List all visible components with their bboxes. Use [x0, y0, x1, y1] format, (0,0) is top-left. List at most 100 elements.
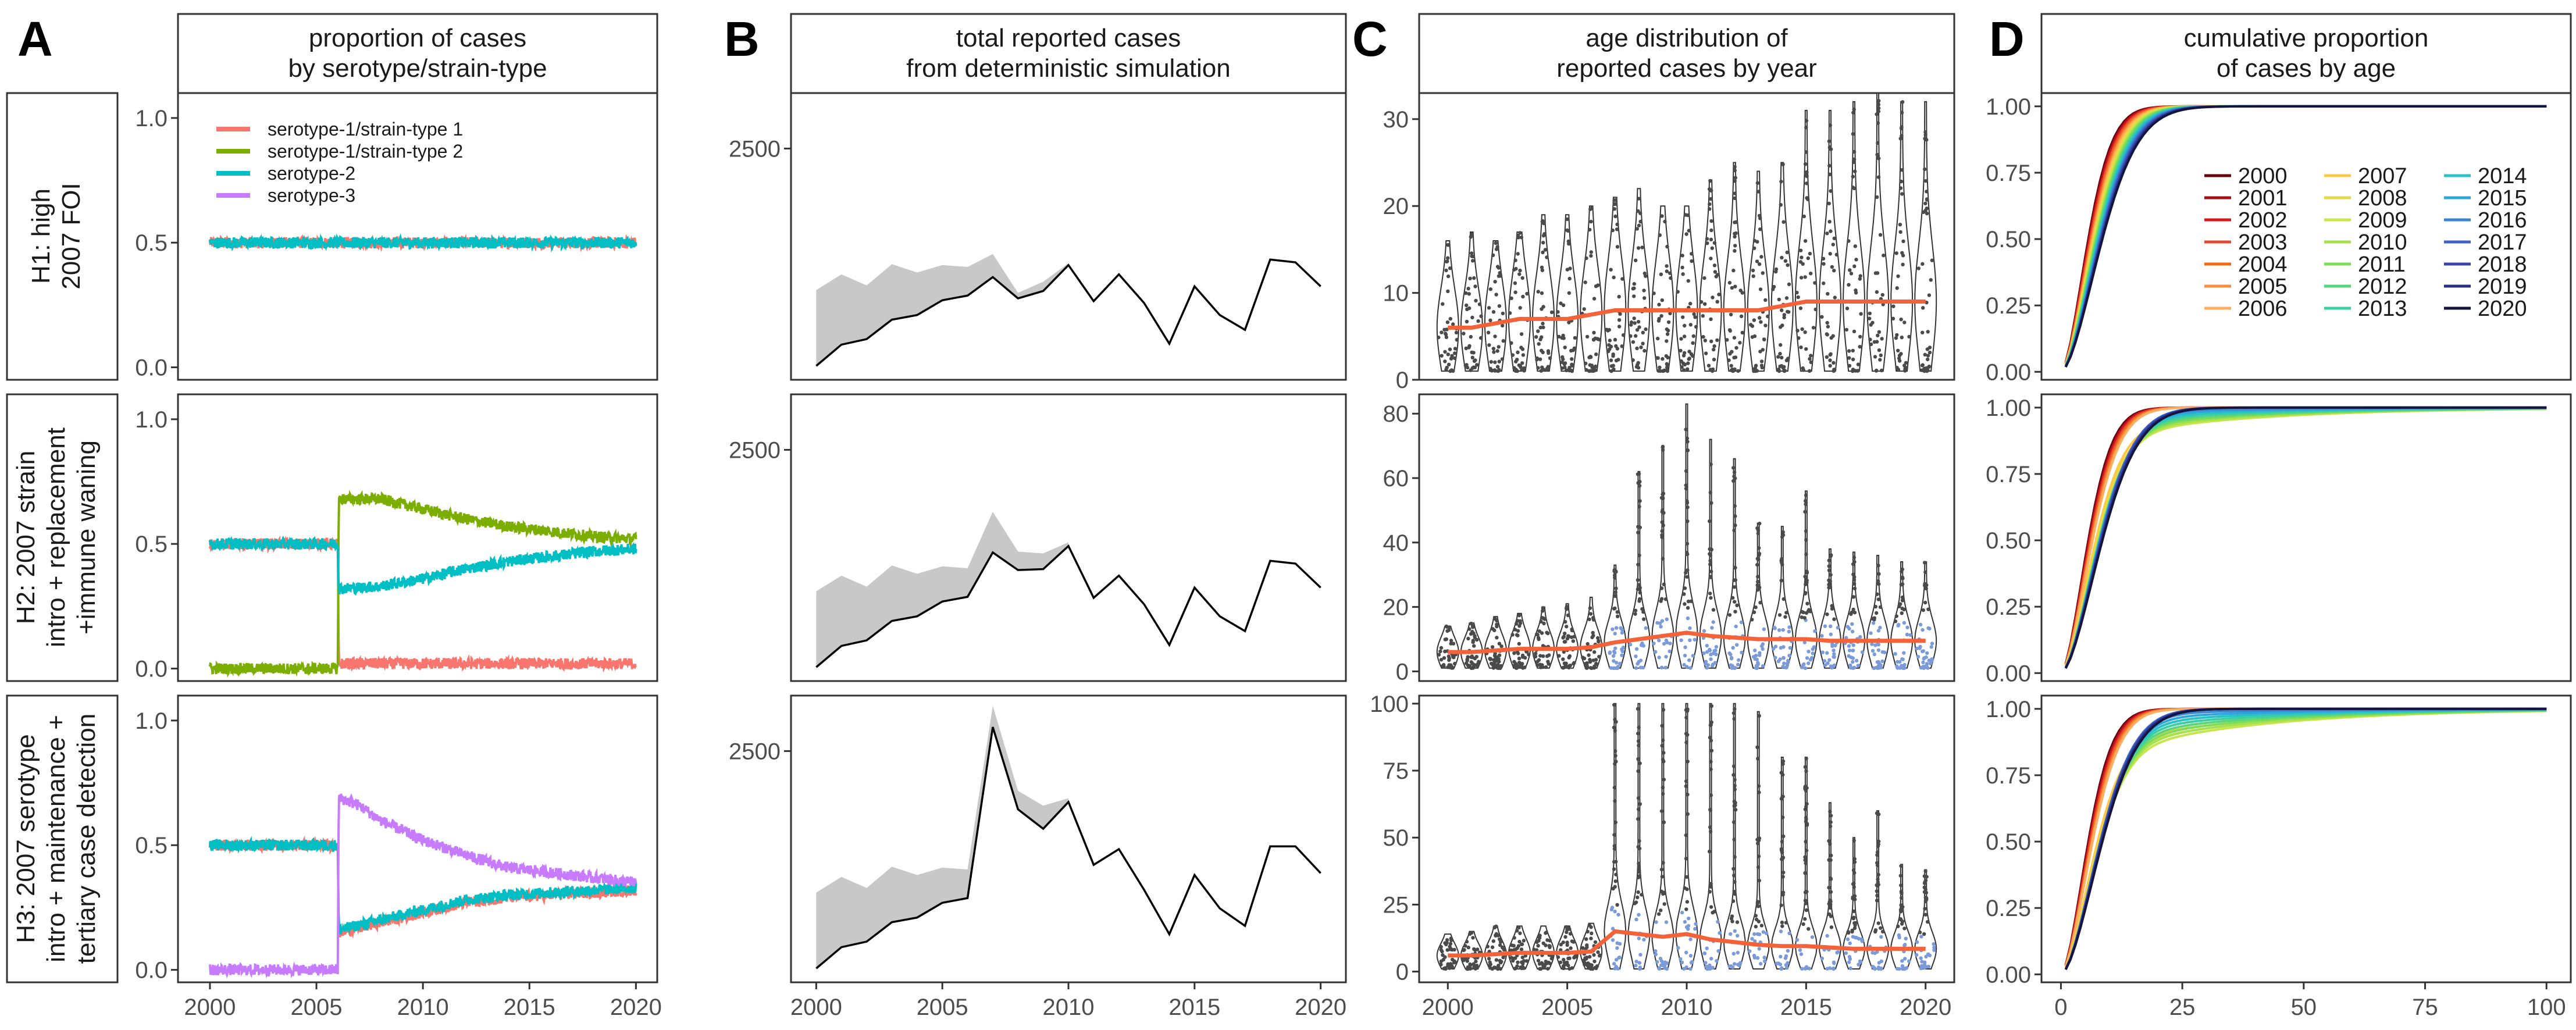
- panel-c-h3-point-2005-37: [1561, 940, 1565, 945]
- panel-c-h3-point-2008-29: [1636, 845, 1640, 849]
- panel-c-h1-point-2004-10: [1549, 310, 1554, 315]
- panel-c-h1-point-2003-26: [1521, 353, 1526, 357]
- panel-c-h1-point-2010-37: [1683, 362, 1687, 366]
- panel-c-h2-point-2020-18: [1923, 600, 1927, 605]
- panel-c-h3-point-2008-27: [1636, 817, 1640, 821]
- panel-c-h1-point-2017-7: [1859, 312, 1863, 316]
- panel-c-h2-violin-2013: [1747, 522, 1770, 669]
- panel-c-h1-point-2002-8: [1495, 349, 1499, 353]
- panel-c-h3-point-2004-19: [1537, 939, 1541, 943]
- panel-c-h3-point-2012-31: [1731, 951, 1736, 956]
- panel-c-h3-point-2012-28: [1732, 837, 1736, 842]
- panel-c-h1-point-2008-6: [1635, 227, 1639, 231]
- panel-c-h1-point-2000-16: [1453, 351, 1457, 355]
- panel-c-h1-point-2020-13: [1927, 293, 1932, 297]
- panel-c-h1-point-2019-24: [1897, 356, 1901, 361]
- panel-c-h2-point-2009-34: [1660, 529, 1664, 533]
- panel-c-h3-point-2008-13: [1634, 964, 1638, 968]
- panel-c-h2-point-2010-29: [1691, 654, 1695, 658]
- panel-c-h3-point-2020-21: [1923, 913, 1927, 917]
- panel-c-h3-point-2010-38: [1684, 857, 1688, 861]
- panel-c-h1-point-2003-12: [1525, 291, 1529, 296]
- panel-c-h1-point-2003-36: [1518, 363, 1522, 368]
- panel-c-h3-point-2020-33: [1924, 954, 1928, 959]
- panel-c-h2-point-2007-15: [1612, 607, 1616, 611]
- panel-c-h3-point-2017-39: [1854, 936, 1858, 940]
- panel-c-h3-point-2009-32: [1661, 738, 1665, 743]
- panel-c-h1-ytick-label-3: 30: [1383, 107, 1409, 133]
- panel-c-h1-point-2016-5: [1827, 163, 1832, 168]
- panel-c-h1-point-2005-15: [1567, 320, 1571, 325]
- panel-c-h2-point-2001-21: [1473, 657, 1477, 661]
- panel-c-h2-point-2008-24: [1641, 610, 1645, 614]
- panel-c-h2-point-2017-16: [1847, 626, 1851, 631]
- panel-c-h1-point-2001-16: [1465, 365, 1470, 370]
- panel-c-h1-point-2007-23: [1609, 364, 1613, 368]
- panel-c-h1-point-2018-14: [1880, 337, 1884, 341]
- panel-c-h2-point-2017-33: [1854, 658, 1859, 663]
- panel-c-h2-point-2007-4: [1613, 590, 1617, 594]
- panel-c-h2-point-2020-27: [1926, 626, 1930, 630]
- panel-c-h1-point-2019-20: [1898, 230, 1902, 234]
- panel-letter-b: B: [724, 12, 760, 66]
- strip-d-title-line2: of cases by age: [2217, 54, 2396, 83]
- panel-c-h3-point-2020-22: [1923, 869, 1927, 874]
- panel-c-h1-point-2013-2: [1761, 271, 1765, 275]
- panel-c-h3-point-2016-31: [1827, 966, 1832, 970]
- panel-c-h1-point-2020-8: [1925, 211, 1929, 216]
- panel-c-h2-point-2012-36: [1739, 620, 1744, 625]
- panel-c-h3-point-2012-39: [1729, 932, 1733, 936]
- panel-c-h1-point-2015-17: [1801, 368, 1805, 372]
- panel-c-h1-point-2008-24: [1634, 334, 1638, 338]
- panel-c-h1-point-2003-19: [1509, 341, 1513, 345]
- panel-c-h1-point-2009-11: [1668, 311, 1672, 316]
- panel-c-h1-point-2020-27: [1923, 179, 1928, 183]
- panel-c-h1-point-2008-18: [1634, 365, 1639, 369]
- panel-c-h3-point-2016-14: [1825, 933, 1829, 938]
- panel-c-xtick-label-1: 2005: [1541, 995, 1593, 1020]
- panel-c-h1-point-2007-3: [1613, 337, 1617, 342]
- row-label-h2-line1: H2: 2007 strain: [12, 451, 40, 624]
- panel-c-h3-point-2011-15: [1707, 849, 1712, 854]
- panel-c-h2-point-2017-14: [1851, 643, 1855, 647]
- panel-c-h2-point-2018-34: [1869, 631, 1873, 635]
- panel-c-h1-point-2020-37: [1926, 330, 1930, 334]
- panel-c-h1-point-2019-10: [1898, 186, 1903, 190]
- panel-c-h3-point-2005-31: [1561, 966, 1566, 971]
- panel-c-h3-point-2013-30: [1755, 837, 1759, 842]
- panel-c-h3-point-2020-26: [1920, 960, 1924, 964]
- panel-c-h1-point-2015-35: [1800, 255, 1804, 259]
- panel-d-legend-label-2018: 2018: [2478, 252, 2527, 277]
- panel-c-h2-point-2007-23: [1615, 610, 1619, 614]
- panel-d-legend-label-2005: 2005: [2238, 275, 2288, 299]
- panel-c-h3-point-2016-36: [1827, 906, 1832, 910]
- panel-c-h2-point-2002-12: [1495, 636, 1499, 640]
- panel-c-h1-point-2009-6: [1665, 339, 1669, 343]
- panel-c-h1-point-2012-38: [1733, 234, 1737, 239]
- panel-c-h1-point-2001-8: [1479, 314, 1483, 318]
- panel-c-h3-point-2000-36: [1452, 959, 1456, 963]
- panel-c-h1-point-2018-24: [1876, 121, 1880, 125]
- strip-a: [177, 13, 658, 94]
- panel-c-h2-point-2020-10: [1923, 561, 1927, 565]
- panel-c-h1-point-2013-29: [1763, 323, 1768, 327]
- panel-c-h1-point-2016-3: [1825, 320, 1829, 325]
- panel-c-h2-point-2001-26: [1466, 636, 1470, 641]
- panel-c-h2-point-2012-35: [1732, 528, 1736, 533]
- panel-c-h1-point-2020-29: [1925, 190, 1929, 194]
- panel-c-h1-point-2002-20: [1491, 253, 1495, 257]
- panel-c-h2-point-2010-37: [1685, 575, 1689, 579]
- panel-c-h3-point-2019-29: [1897, 933, 1901, 938]
- panel-c-h3-point-2010-21: [1694, 922, 1698, 926]
- panel-c-h2-point-2018-38: [1875, 660, 1880, 664]
- panel-c-h3-point-2009-16: [1662, 751, 1666, 755]
- panel-c-h1-point-2002-7: [1497, 304, 1502, 308]
- panel-c-h2-point-2004-39: [1533, 654, 1538, 659]
- panel-c-h2-point-2019-38: [1900, 598, 1905, 603]
- panel-c-h3-point-2011-35: [1704, 961, 1708, 965]
- panel-c-h1-point-2002-17: [1491, 310, 1496, 314]
- panel-c-xtick-label-0: 2000: [1422, 995, 1474, 1020]
- panel-c-h3-point-2013-8: [1757, 790, 1761, 794]
- panel-d-h2-curve-2018: [2064, 406, 2547, 669]
- panel-c-h3-point-2001-31: [1462, 948, 1466, 953]
